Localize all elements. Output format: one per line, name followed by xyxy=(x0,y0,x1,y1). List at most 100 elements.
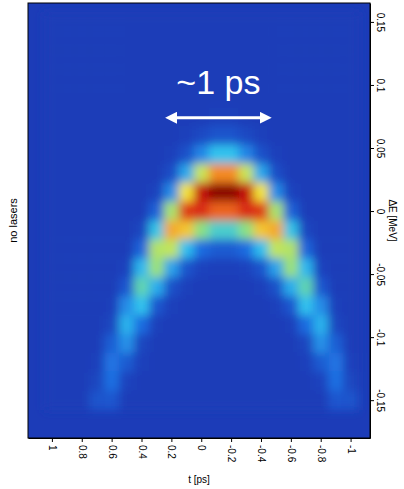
heatmap-cell xyxy=(343,391,358,410)
heatmap-cell xyxy=(179,31,194,50)
heatmap-cell xyxy=(283,202,298,221)
heatmap-cell xyxy=(283,12,298,31)
heatmap-cell xyxy=(343,353,358,372)
heatmap-cell xyxy=(164,202,179,221)
heatmap-cell xyxy=(194,183,209,202)
heatmap-cell xyxy=(89,183,104,202)
x-tick-label: 0.2 xyxy=(166,445,177,459)
y-tick-label: -0.15 xyxy=(375,389,386,412)
x-tick-mark xyxy=(171,438,172,442)
heatmap-cell xyxy=(44,12,59,31)
heatmap-cell xyxy=(44,277,59,296)
heatmap-cell xyxy=(328,126,343,145)
x-tick: -0.8 xyxy=(316,438,327,463)
heatmap-cell xyxy=(254,145,269,164)
heatmap-cell xyxy=(343,145,358,164)
heatmap-cell xyxy=(194,315,209,334)
heatmap-cell xyxy=(164,183,179,202)
x-tick-label: 0.8 xyxy=(77,445,88,459)
heatmap-cell xyxy=(239,315,254,334)
heatmap-cell xyxy=(59,372,74,391)
heatmap-cell xyxy=(134,391,149,410)
heatmap-cell xyxy=(89,277,104,296)
x-tick-label: -0.2 xyxy=(226,445,237,463)
x-tick: 0 xyxy=(196,438,207,451)
x-tick-label: 0 xyxy=(196,445,207,451)
heatmap-cell xyxy=(268,69,283,88)
heatmap-cell xyxy=(149,126,164,145)
heatmap-cell xyxy=(328,296,343,315)
heatmap-cell xyxy=(328,277,343,296)
heatmap-cell xyxy=(149,334,164,353)
heatmap-cell xyxy=(239,353,254,372)
heatmap-cell xyxy=(209,315,224,334)
heatmap-cell xyxy=(119,69,134,88)
heatmap-cell xyxy=(343,183,358,202)
heatmap-cell xyxy=(134,221,149,240)
heatmap-cell xyxy=(209,372,224,391)
heatmap-cell xyxy=(59,50,74,69)
heatmap-cell xyxy=(268,126,283,145)
heatmap-cell xyxy=(179,202,194,221)
heatmap-cell xyxy=(268,183,283,202)
heatmap-cell xyxy=(59,183,74,202)
heatmap-cell xyxy=(194,391,209,410)
heatmap-cell xyxy=(313,88,328,107)
y-tick-mark xyxy=(370,211,374,212)
heatmap-cell xyxy=(89,391,104,410)
heatmap-cell xyxy=(44,296,59,315)
heatmap-cell xyxy=(194,277,209,296)
heatmap-cell xyxy=(104,164,119,183)
heatmap-cells xyxy=(44,12,358,410)
heatmap-cell xyxy=(298,69,313,88)
heatmap-cell xyxy=(164,315,179,334)
x-tick-mark xyxy=(261,438,262,442)
heatmap-cell xyxy=(134,145,149,164)
heatmap-cell xyxy=(89,315,104,334)
heatmap-cell xyxy=(328,221,343,240)
heatmap-cell xyxy=(149,239,164,258)
heatmap-cell xyxy=(239,277,254,296)
y-tick-mark xyxy=(370,400,374,401)
heatmap-cell xyxy=(179,145,194,164)
heatmap-cell xyxy=(59,145,74,164)
heatmap-cell xyxy=(74,50,89,69)
heatmap-cell xyxy=(104,202,119,221)
y-tick: 0.05 xyxy=(370,139,386,159)
heatmap-cell xyxy=(44,126,59,145)
heatmap-cell xyxy=(179,296,194,315)
heatmap-cell xyxy=(194,353,209,372)
heatmap-cell xyxy=(254,372,269,391)
heatmap-cell xyxy=(164,164,179,183)
heatmap-cell xyxy=(179,372,194,391)
heatmap-cell xyxy=(134,164,149,183)
heatmap-cell xyxy=(298,126,313,145)
heatmap-cell xyxy=(298,145,313,164)
heatmap-cell xyxy=(119,353,134,372)
heatmap-cell xyxy=(343,50,358,69)
y-tick-label: -0.1 xyxy=(375,329,386,347)
x-tick-mark xyxy=(112,438,113,442)
heatmap-cell xyxy=(104,50,119,69)
heatmap-cell xyxy=(59,164,74,183)
heatmap-cell xyxy=(104,31,119,50)
heatmap-cell xyxy=(179,391,194,410)
heatmap-cell xyxy=(59,202,74,221)
heatmap-cell xyxy=(44,221,59,240)
heatmap-cell xyxy=(268,372,283,391)
heatmap-cell xyxy=(254,258,269,277)
x-tick-mark xyxy=(52,438,53,442)
heatmap-cell xyxy=(104,372,119,391)
heatmap-cell xyxy=(179,353,194,372)
heatmap-cell xyxy=(268,221,283,240)
heatmap-cell xyxy=(179,315,194,334)
heatmap-cell xyxy=(209,202,224,221)
heatmap-cell xyxy=(224,164,239,183)
heatmap-cell xyxy=(239,372,254,391)
heatmap-cell xyxy=(224,372,239,391)
heatmap-cell xyxy=(298,31,313,50)
heatmap-cell xyxy=(89,107,104,126)
heatmap-cell xyxy=(119,31,134,50)
heatmap-cell xyxy=(283,221,298,240)
y-axis: 0.150.10.050-0.05-0.1-0.15 xyxy=(370,4,386,439)
